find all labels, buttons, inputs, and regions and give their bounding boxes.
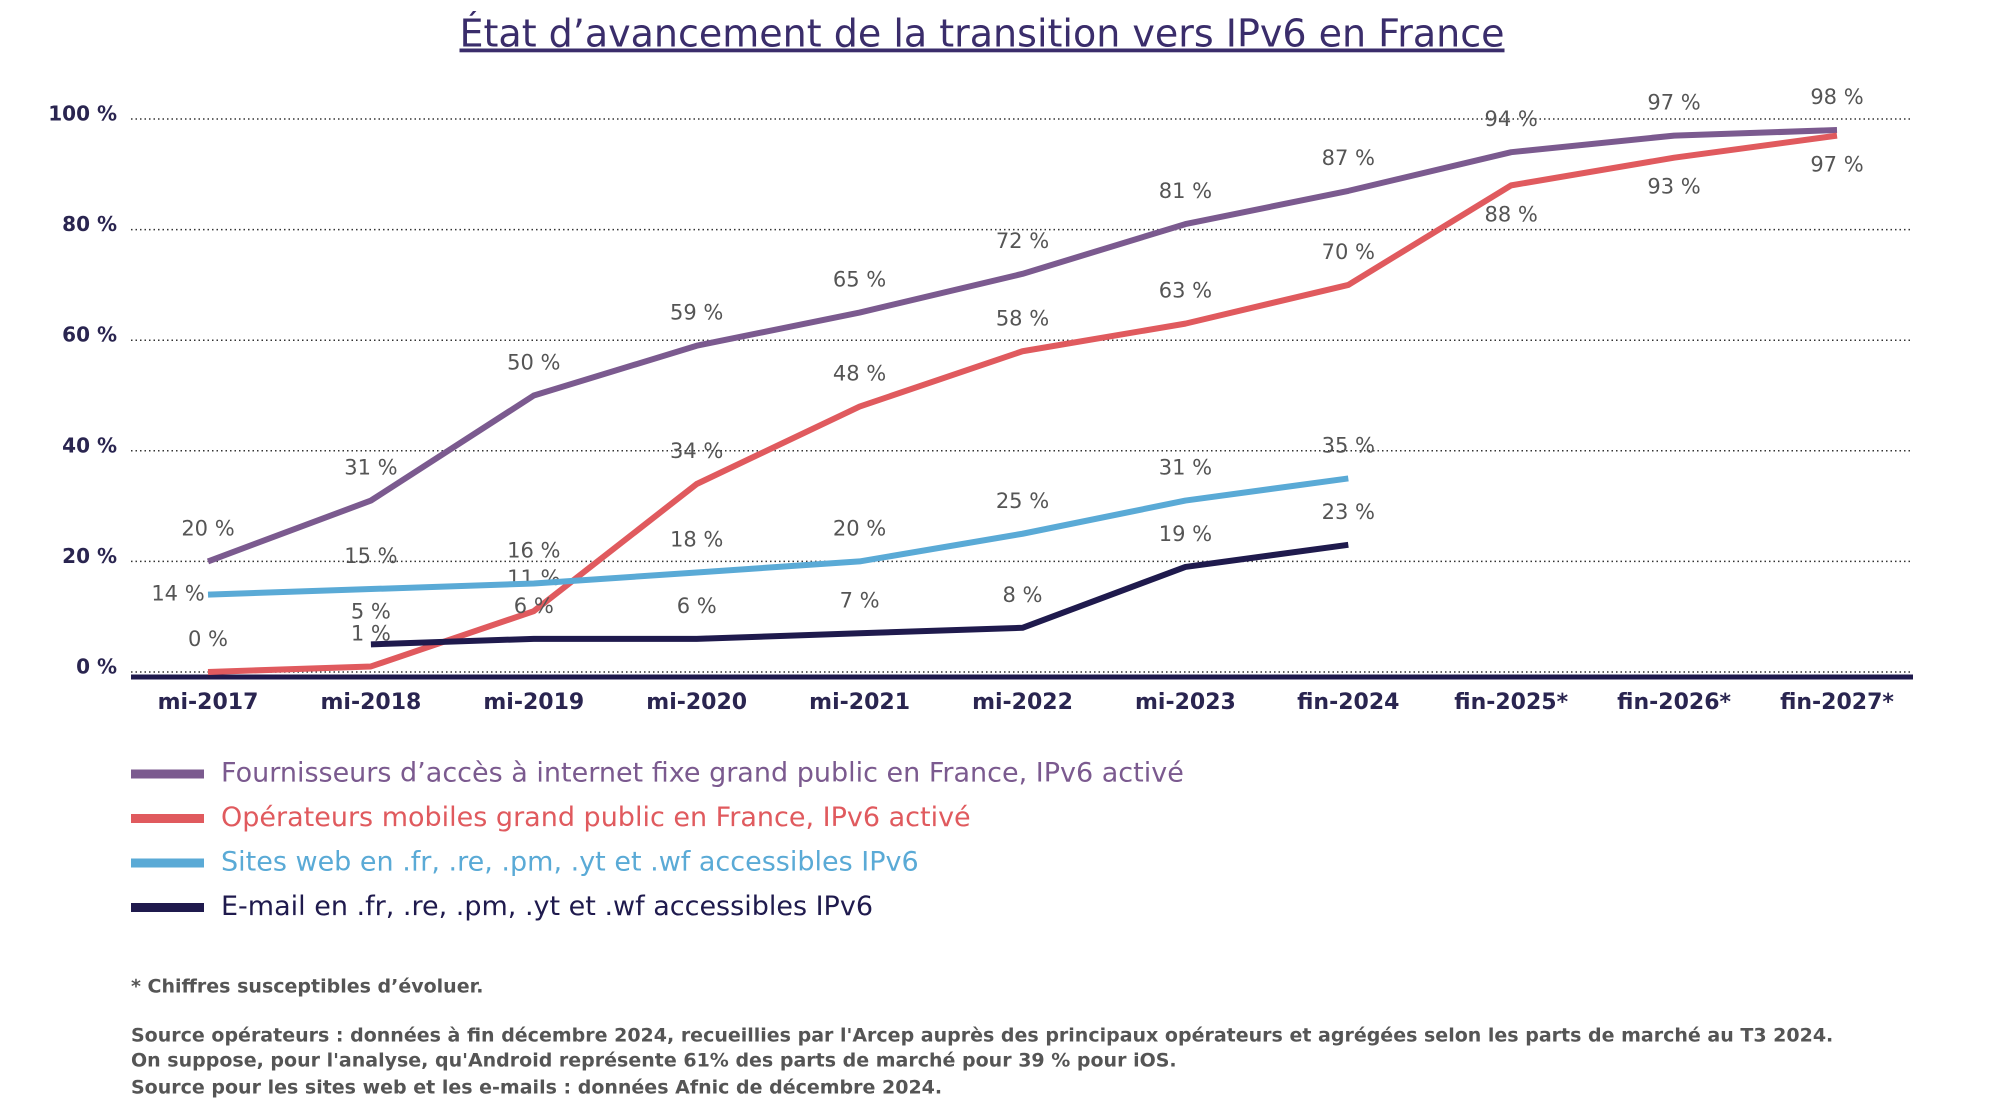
data-label: 94 %: [1485, 107, 1538, 131]
y-tick-label: 0 %: [76, 655, 117, 679]
data-label: 31 %: [1159, 456, 1212, 480]
x-tick-label: fin-2024: [1297, 690, 1399, 715]
data-label: 81 %: [1159, 179, 1212, 203]
data-label: 98 %: [1810, 85, 1863, 109]
x-tick-label: mi-2017: [158, 690, 259, 715]
data-label: 87 %: [1322, 146, 1375, 170]
data-label: 63 %: [1159, 279, 1212, 303]
data-label: 6 %: [677, 594, 717, 618]
data-label: 97 %: [1647, 91, 1700, 115]
source: Source pour les sites web et les e-mails…: [131, 1077, 942, 1099]
x-tick-label: mi-2023: [1135, 690, 1236, 715]
data-label: 7 %: [840, 588, 880, 612]
data-label: 72 %: [996, 229, 1049, 253]
data-label: 23 %: [1322, 500, 1375, 524]
data-label: 88 %: [1485, 202, 1538, 226]
data-label: 25 %: [996, 489, 1049, 513]
data-label: 58 %: [996, 306, 1049, 330]
y-tick-label: 20 %: [62, 544, 117, 568]
data-label: 35 %: [1322, 433, 1375, 457]
y-tick-label: 100 %: [48, 102, 117, 126]
source: Source opérateurs : données à fin décemb…: [131, 1025, 1833, 1047]
y-tick-label: 40 %: [62, 433, 117, 457]
data-label: 97 %: [1810, 153, 1863, 177]
data-label: 6 %: [514, 594, 554, 618]
legend-label: Sites web en .fr, .re, .pm, .yt et .wf a…: [221, 847, 919, 878]
series-line: [206, 127, 1838, 565]
x-tick-label: mi-2019: [483, 690, 584, 715]
footnote: * Chiffres susceptibles d’évoluer.: [131, 976, 483, 998]
data-label: 18 %: [670, 527, 723, 551]
data-label: 34 %: [670, 439, 723, 463]
x-tick-label: fin-2026*: [1617, 690, 1731, 715]
data-label: 14 %: [151, 582, 204, 606]
data-label: 20 %: [181, 516, 234, 540]
data-label: 65 %: [833, 268, 886, 292]
data-label: 70 %: [1322, 240, 1375, 264]
chart-title: État d’avancement de la transition vers …: [460, 12, 1505, 56]
data-label: 31 %: [344, 456, 397, 480]
x-tick-label: fin-2025*: [1454, 690, 1568, 715]
legend-label: Opérateurs mobiles grand public en Franc…: [221, 802, 971, 833]
data-label: 0 %: [188, 627, 228, 651]
data-label: 48 %: [833, 362, 886, 386]
x-tick-label: mi-2022: [972, 690, 1073, 715]
x-tick-label: mi-2018: [320, 690, 421, 715]
y-tick-label: 60 %: [62, 323, 117, 347]
series-line: [207, 132, 1838, 675]
data-label: 8 %: [1003, 583, 1043, 607]
legend-label: Fournisseurs d’accès à internet fixe gra…: [221, 758, 1184, 789]
source: On suppose, pour l'analyse, qu'Android r…: [131, 1050, 1177, 1072]
series-line: [370, 541, 1349, 648]
data-label: 5 %: [351, 599, 391, 623]
data-label: 19 %: [1159, 522, 1212, 546]
data-label: 93 %: [1647, 175, 1700, 199]
x-tick-label: mi-2020: [646, 690, 747, 715]
data-label: 16 %: [507, 539, 560, 563]
legend-label: E-mail en .fr, .re, .pm, .yt et .wf acce…: [221, 891, 873, 922]
data-label: 59 %: [670, 301, 723, 325]
x-tick-label: mi-2021: [809, 690, 910, 715]
data-label: 50 %: [507, 351, 560, 375]
data-label: 15 %: [344, 544, 397, 568]
data-label: 20 %: [833, 516, 886, 540]
x-tick-label: fin-2027*: [1780, 690, 1894, 715]
series-line: [207, 475, 1349, 598]
y-tick-label: 80 %: [62, 212, 117, 236]
